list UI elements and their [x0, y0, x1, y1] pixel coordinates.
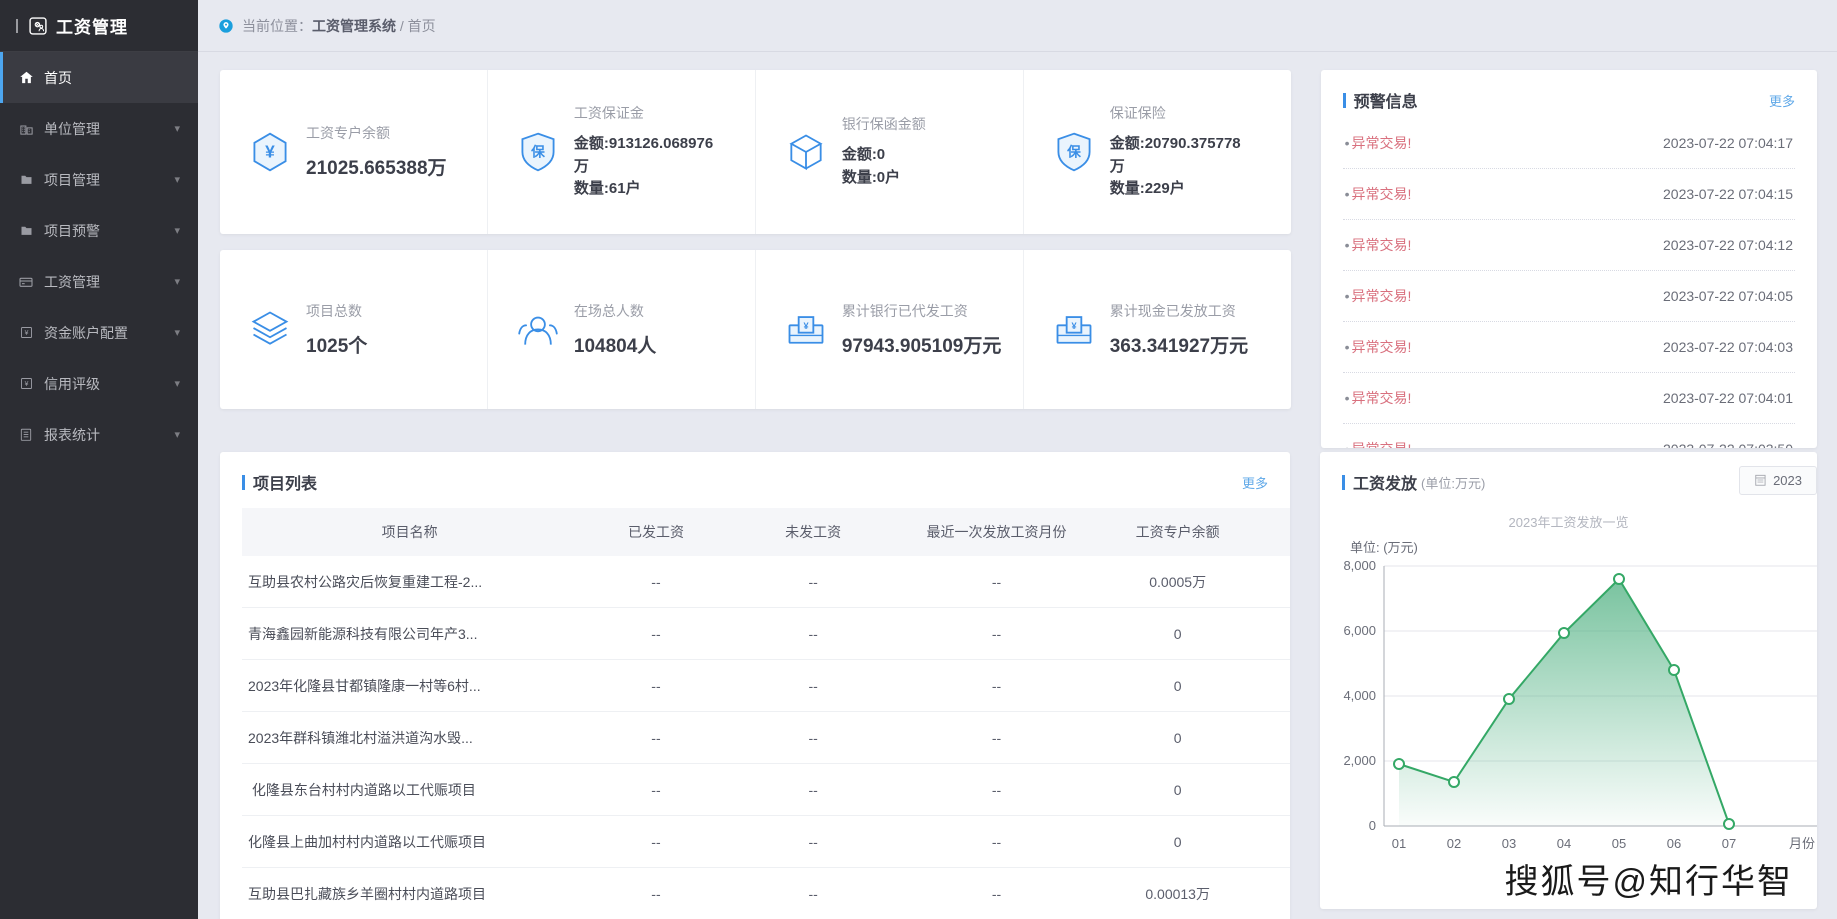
svg-text:月份: 月份	[1789, 836, 1815, 851]
svg-text:8,000: 8,000	[1343, 558, 1376, 573]
svg-text:01: 01	[1392, 836, 1406, 851]
svg-text:06: 06	[1667, 836, 1681, 851]
svg-text:¥: ¥	[24, 330, 28, 337]
svg-text:2,000: 2,000	[1343, 753, 1376, 768]
svg-text:4,000: 4,000	[1343, 688, 1376, 703]
svg-text:03: 03	[1502, 836, 1516, 851]
svg-text:05: 05	[1612, 836, 1626, 851]
svg-text:¥: ¥	[265, 141, 275, 161]
svg-text:04: 04	[1557, 836, 1571, 851]
svg-text:02: 02	[1447, 836, 1461, 851]
svg-text:¥: ¥	[24, 381, 28, 388]
svg-text:保: 保	[530, 143, 545, 159]
svg-text:0: 0	[1369, 818, 1376, 833]
svg-text:保: 保	[1066, 143, 1081, 159]
svg-text:07: 07	[1722, 836, 1736, 851]
svg-text:6,000: 6,000	[1343, 623, 1376, 638]
